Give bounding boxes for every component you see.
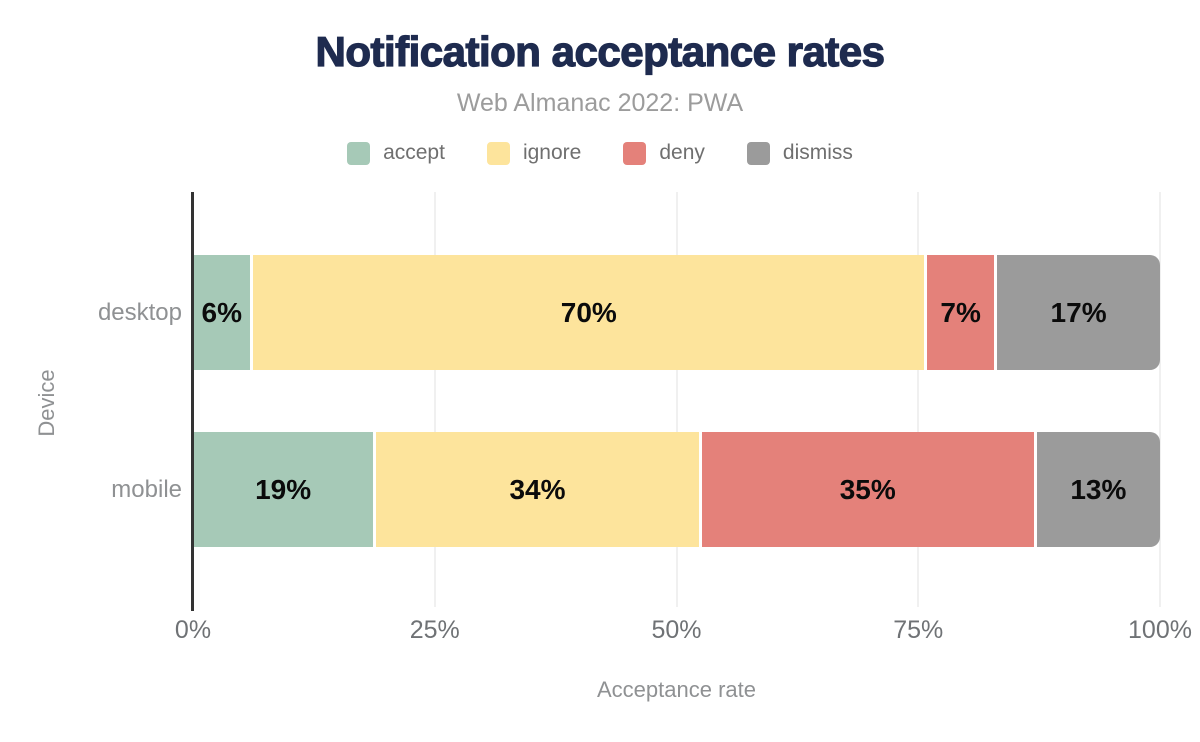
y-tick-label-mobile: mobile [111, 475, 182, 503]
bar-row-mobile: 19% 34% 35% 13% [193, 432, 1161, 547]
legend-swatch-ignore-icon [486, 141, 510, 165]
bar-segment-mobile-dismiss: 13% [1036, 432, 1161, 547]
bar-segment-mobile-ignore: 34% [376, 432, 699, 547]
gridline-75 [917, 192, 920, 607]
gridline-25 [433, 192, 436, 607]
bar-value-label: 19% [255, 473, 312, 505]
plot-area: 6% 70% 7% 17% desktop 19% 34% 35% 13% mobile [98, 192, 1161, 611]
x-tick-label-75: 75% [893, 616, 944, 644]
bar-value-label: 7% [940, 296, 981, 328]
y-axis-line [191, 192, 194, 611]
x-tick-label-100: 100% [1128, 616, 1192, 644]
legend: accept ignore deny dismiss [0, 141, 1200, 165]
y-tick-label-desktop: desktop [97, 298, 182, 326]
chart-title: Notification acceptance rates [315, 27, 886, 75]
x-tick-label-0: 0% [174, 616, 212, 644]
legend-item-deny: deny [623, 141, 705, 165]
bar-segment-desktop-ignore: 70% [253, 255, 925, 370]
legend-swatch-dismiss-icon [746, 141, 770, 165]
bar-value-label: 70% [560, 296, 617, 328]
legend-item-ignore: ignore [486, 141, 582, 165]
bar-row-desktop: 6% 70% 7% 17% [193, 255, 1160, 370]
legend-label: deny [659, 141, 705, 164]
legend-swatch-deny-icon [623, 141, 647, 165]
bar-segment-mobile-accept: 19% [193, 432, 374, 547]
bar-value-label: 17% [1050, 296, 1107, 328]
bar-segment-desktop-deny: 7% [927, 255, 995, 370]
legend-label: ignore [522, 141, 582, 164]
x-tick-label-25: 25% [409, 616, 460, 644]
legend-item-accept: accept [347, 141, 445, 165]
legend-swatch-accept-icon [347, 141, 371, 165]
bar-value-label: 6% [201, 296, 242, 328]
bar-segment-desktop-accept: 6% [193, 255, 251, 370]
bar-segment-desktop-dismiss: 17% [997, 255, 1160, 370]
gridline-50 [675, 192, 678, 607]
legend-item-dismiss: dismiss [746, 141, 853, 165]
y-axis-title: Device [34, 369, 59, 437]
bar-segment-mobile-deny: 35% [701, 432, 1034, 547]
bar-value-label: 34% [509, 473, 566, 505]
x-axis-ticks: 0% 25% 50% 75% 100% [175, 616, 1192, 648]
legend-label: accept [383, 141, 445, 164]
chart-subtitle: Web Almanac 2022: PWA [456, 89, 744, 117]
legend-label: dismiss [782, 141, 853, 164]
x-axis-title: Acceptance rate [597, 677, 756, 702]
bar-value-label: 13% [1070, 473, 1127, 505]
x-tick-label-50: 50% [651, 616, 702, 644]
bar-value-label: 35% [839, 473, 896, 505]
gridline-100 [1159, 192, 1161, 607]
